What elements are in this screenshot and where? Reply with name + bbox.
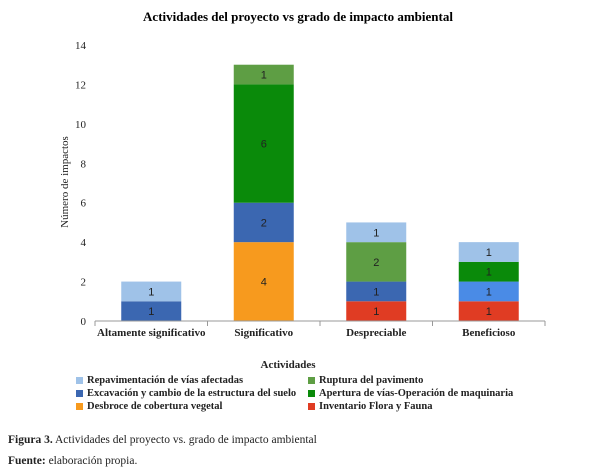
data-label: 6	[261, 139, 267, 151]
data-label: 2	[373, 257, 379, 269]
data-label: 1	[486, 247, 492, 259]
data-label: 4	[261, 277, 267, 289]
legend-swatch	[76, 377, 83, 384]
legend-item: Inventario Flora y Fauna	[308, 400, 546, 413]
data-label: 1	[373, 286, 379, 298]
legend-label: Inventario Flora y Fauna	[319, 401, 433, 412]
legend-item: Repavimentación de vías afectadas	[76, 374, 308, 387]
data-label: 2	[261, 217, 267, 229]
bar-segment	[233, 242, 294, 321]
x-tick-label: Significativo	[234, 327, 293, 339]
bar-segment	[346, 281, 407, 302]
source-text: elaboración propia.	[48, 455, 138, 467]
legend: Repavimentación de vías afectadas Ruptura…	[76, 374, 546, 413]
y-axis: 0 2 4 6 8 10 12 14	[75, 40, 87, 328]
legend-item: Ruptura del pavimento	[308, 374, 546, 387]
y-axis-title: Número de impactos	[59, 136, 71, 228]
y-tick-label: 0	[81, 316, 87, 328]
source-caption: Fuente: elaboración propia.	[8, 455, 137, 467]
legend-label: Excavación y cambio de la estructura del…	[87, 388, 297, 399]
data-label: 1	[486, 286, 492, 298]
bar-segment	[458, 242, 519, 262]
source-label: Fuente:	[8, 455, 46, 467]
legend-item: Apertura de vías-Operación de maquinaria	[308, 387, 546, 400]
legend-item: Excavación y cambio de la estructura del…	[76, 387, 308, 400]
bars: 1 1 4 2 6 1 1 1 2 1 1 1 1 1	[121, 64, 519, 321]
y-tick-label: 4	[81, 237, 87, 249]
chart-title: Actividades del proyecto vs grado de imp…	[143, 9, 453, 24]
y-tick-label: 12	[75, 79, 86, 91]
bar-segment	[121, 301, 182, 321]
stacked-bar-chart: Actividades del proyecto vs grado de imp…	[59, 9, 546, 371]
bar-segment	[233, 202, 294, 243]
legend-swatch	[308, 377, 315, 384]
bar-segment	[233, 64, 294, 85]
data-label: 1	[261, 70, 267, 82]
bar-segment	[346, 301, 407, 321]
data-label: 1	[486, 306, 492, 318]
legend-swatch	[308, 403, 315, 410]
x-tick-label: Beneficioso	[462, 327, 516, 339]
x-tick-label: Altamente significativo	[97, 327, 206, 339]
bar-segment	[121, 281, 182, 302]
legend-swatch	[308, 390, 315, 397]
data-label: 1	[148, 306, 154, 318]
bar-segment	[346, 242, 407, 282]
bar-segment	[458, 281, 519, 302]
legend-label: Repavimentación de vías afectadas	[87, 375, 244, 386]
bar-segment	[346, 222, 407, 243]
y-tick-label: 2	[81, 277, 87, 289]
data-label: 1	[148, 286, 154, 298]
legend-swatch	[76, 390, 83, 397]
legend-swatch	[76, 403, 83, 410]
x-axis-title: Actividades	[261, 359, 317, 371]
x-tick-label: Despreciable	[346, 327, 406, 339]
data-label: 1	[373, 227, 379, 239]
y-tick-label: 6	[81, 198, 87, 210]
legend-item: Desbroce de cobertura vegetal	[76, 400, 308, 413]
legend-label: Ruptura del pavimento	[319, 375, 424, 386]
legend-label: Apertura de vías-Operación de maquinaria	[319, 388, 514, 399]
figure-caption: Figura 3. Actividades del proyecto vs. g…	[8, 434, 317, 446]
y-tick-label: 14	[75, 40, 87, 52]
data-label: 1	[486, 267, 492, 279]
legend-label: Desbroce de cobertura vegetal	[87, 401, 223, 412]
figure-label: Figura 3.	[8, 434, 53, 446]
bar-segment	[458, 301, 519, 321]
figure-text: Actividades del proyecto vs. grado de im…	[54, 434, 317, 446]
y-tick-label: 8	[81, 158, 87, 170]
bar-segment	[458, 261, 519, 282]
x-axis: Altamente significativo Significativo Desp…	[94, 320, 546, 339]
bar-segment	[233, 84, 294, 203]
y-tick-label: 10	[75, 119, 87, 131]
data-label: 1	[373, 306, 379, 318]
